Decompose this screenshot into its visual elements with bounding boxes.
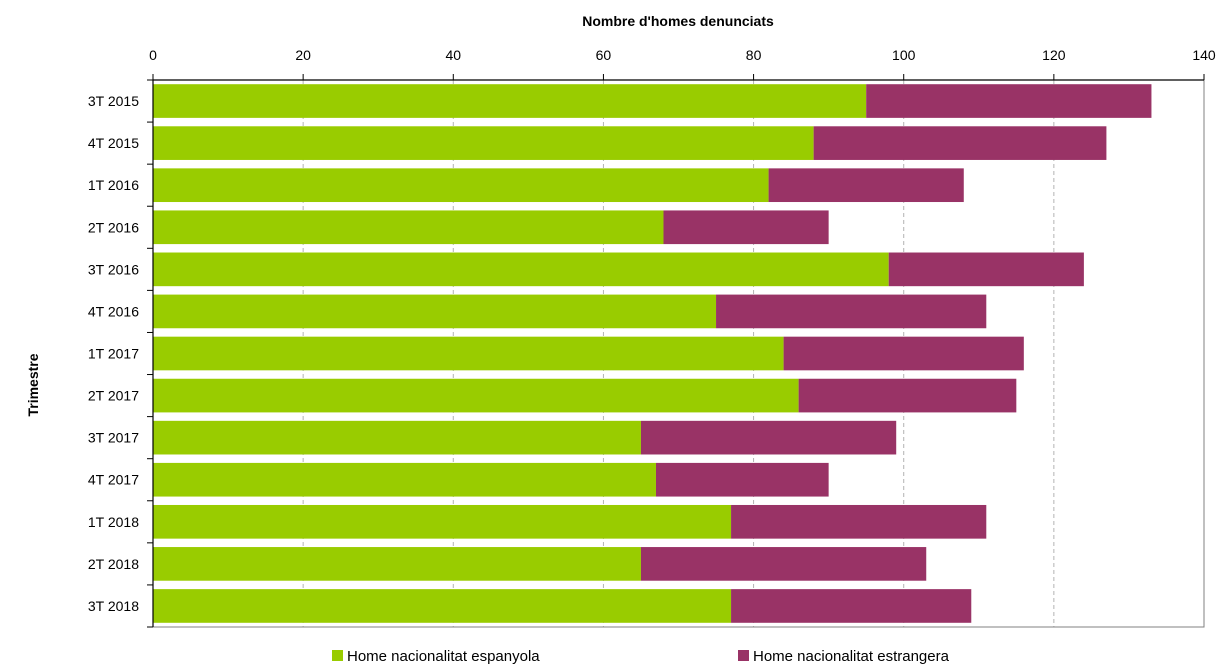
bar-segment-series-1 xyxy=(153,336,784,371)
bar-segment-series-2 xyxy=(768,168,964,203)
legend-swatch xyxy=(332,650,343,661)
bar-segment-series-1 xyxy=(153,504,732,539)
x-tick-label: 140 xyxy=(1192,47,1216,63)
y-tick-label: 3T 2018 xyxy=(88,598,139,614)
bar-segment-series-1 xyxy=(153,589,732,623)
x-tick-label: 120 xyxy=(1042,47,1066,63)
legend-swatch xyxy=(738,650,749,661)
y-tick-label: 2T 2016 xyxy=(88,219,139,235)
bars xyxy=(153,84,1152,623)
x-tick-label: 20 xyxy=(295,47,311,63)
bar-segment-series-2 xyxy=(716,294,987,329)
x-tick-label: 40 xyxy=(445,47,461,63)
x-tick-label: 100 xyxy=(892,47,916,63)
y-tick-label: 3T 2017 xyxy=(88,430,139,446)
bar-segment-series-2 xyxy=(866,84,1152,118)
x-tick-label: 60 xyxy=(596,47,612,63)
bar-segment-series-1 xyxy=(153,126,814,160)
bar-segment-series-2 xyxy=(655,462,829,497)
bar-segment-series-2 xyxy=(731,589,972,623)
y-tick-label: 4T 2015 xyxy=(88,135,139,151)
bar-segment-series-2 xyxy=(640,420,897,455)
bar-segment-series-2 xyxy=(783,336,1024,371)
bar-segment-series-1 xyxy=(153,210,664,245)
legend: Home nacionalitat espanyola Home nacional… xyxy=(332,648,950,665)
bar-segment-series-2 xyxy=(798,378,1017,413)
bar-segment-series-2 xyxy=(813,126,1107,160)
y-tick-label: 4T 2017 xyxy=(88,472,139,488)
bar-segment-series-2 xyxy=(663,210,829,245)
bar-segment-series-1 xyxy=(153,420,641,455)
bar-segment-series-1 xyxy=(153,378,799,413)
bar-segment-series-1 xyxy=(153,547,641,581)
y-tick-label: 2T 2017 xyxy=(88,388,139,404)
y-tick-label: 3T 2016 xyxy=(88,261,139,277)
x-axis-title: Nombre d'homes denunciats xyxy=(582,13,774,29)
y-tick-label: 4T 2016 xyxy=(88,303,139,319)
bar-segment-series-1 xyxy=(153,294,717,329)
bar-segment-series-2 xyxy=(731,504,987,539)
y-tick-label: 3T 2015 xyxy=(88,93,139,109)
x-tick-label: 80 xyxy=(746,47,762,63)
bar-segment-series-1 xyxy=(153,462,656,497)
legend-label: Home nacionalitat estrangera xyxy=(753,648,950,665)
legend-label: Home nacionalitat espanyola xyxy=(347,648,540,665)
y-axis-title: Trimestre xyxy=(25,353,41,416)
axes: 0 20 40 60 80 100 120 140 3T 2015 4T 2015 1T 2016 2… xyxy=(88,47,1216,628)
bar-segment-series-2 xyxy=(640,547,927,581)
y-tick-label: 1T 2017 xyxy=(88,346,139,362)
y-tick-label: 2T 2018 xyxy=(88,556,139,572)
y-tick-label: 1T 2016 xyxy=(88,177,139,193)
bar-segment-series-2 xyxy=(888,252,1084,287)
bar-segment-series-1 xyxy=(153,252,889,287)
bar-segment-series-1 xyxy=(153,168,769,203)
y-tick-label: 1T 2018 xyxy=(88,514,139,530)
x-tick-label: 0 xyxy=(149,47,157,63)
bar-segment-series-1 xyxy=(153,84,867,118)
